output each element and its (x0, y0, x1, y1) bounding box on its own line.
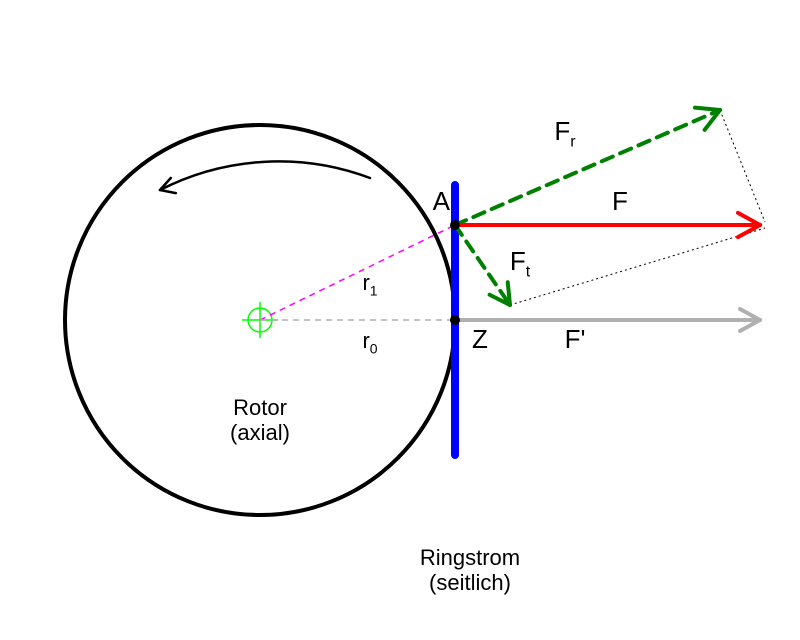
svg-text:Z: Z (472, 324, 488, 354)
svg-text:Ringstrom: Ringstrom (420, 545, 520, 570)
svg-text:(axial): (axial) (230, 420, 290, 445)
svg-text:(seitlich): (seitlich) (429, 570, 511, 595)
svg-text:F: F (612, 186, 628, 216)
svg-text:F': F' (565, 324, 586, 354)
force-diagram: AZr1r0FF'FrFtRotor(axial)Ringstrom(seitl… (0, 0, 800, 640)
svg-text:Rotor: Rotor (233, 395, 287, 420)
svg-text:A: A (433, 186, 451, 216)
